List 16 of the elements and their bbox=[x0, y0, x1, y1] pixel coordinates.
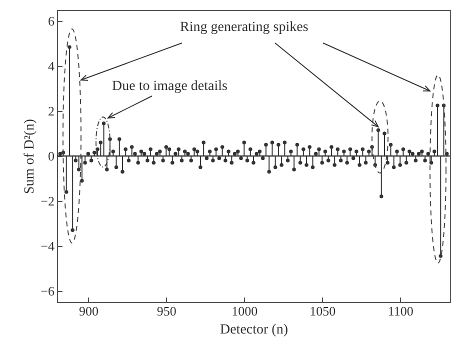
x-axis-title: Detector (n) bbox=[220, 322, 288, 338]
x-tick-label: 1050 bbox=[310, 304, 336, 318]
y-tick-label: −2 bbox=[40, 193, 54, 208]
y-tick-label: 2 bbox=[48, 104, 54, 119]
y-tick-label: −4 bbox=[40, 238, 55, 254]
annotation: Due to image details bbox=[112, 79, 228, 95]
x-tick-label: 1100 bbox=[388, 304, 414, 318]
y-tick-label: 6 bbox=[48, 14, 55, 29]
y-tick-label: 0 bbox=[48, 148, 54, 164]
y-tick-label: −6 bbox=[40, 283, 55, 298]
annotation: Ring generating spikes bbox=[180, 20, 308, 36]
x-tick-label: 900 bbox=[78, 304, 98, 318]
x-tick-label: 1000 bbox=[232, 304, 258, 318]
y-tick-label: 4 bbox=[48, 58, 55, 74]
x-tick-label: 950 bbox=[156, 304, 176, 318]
y-axis-title: Sum of D²(n) bbox=[22, 118, 38, 194]
